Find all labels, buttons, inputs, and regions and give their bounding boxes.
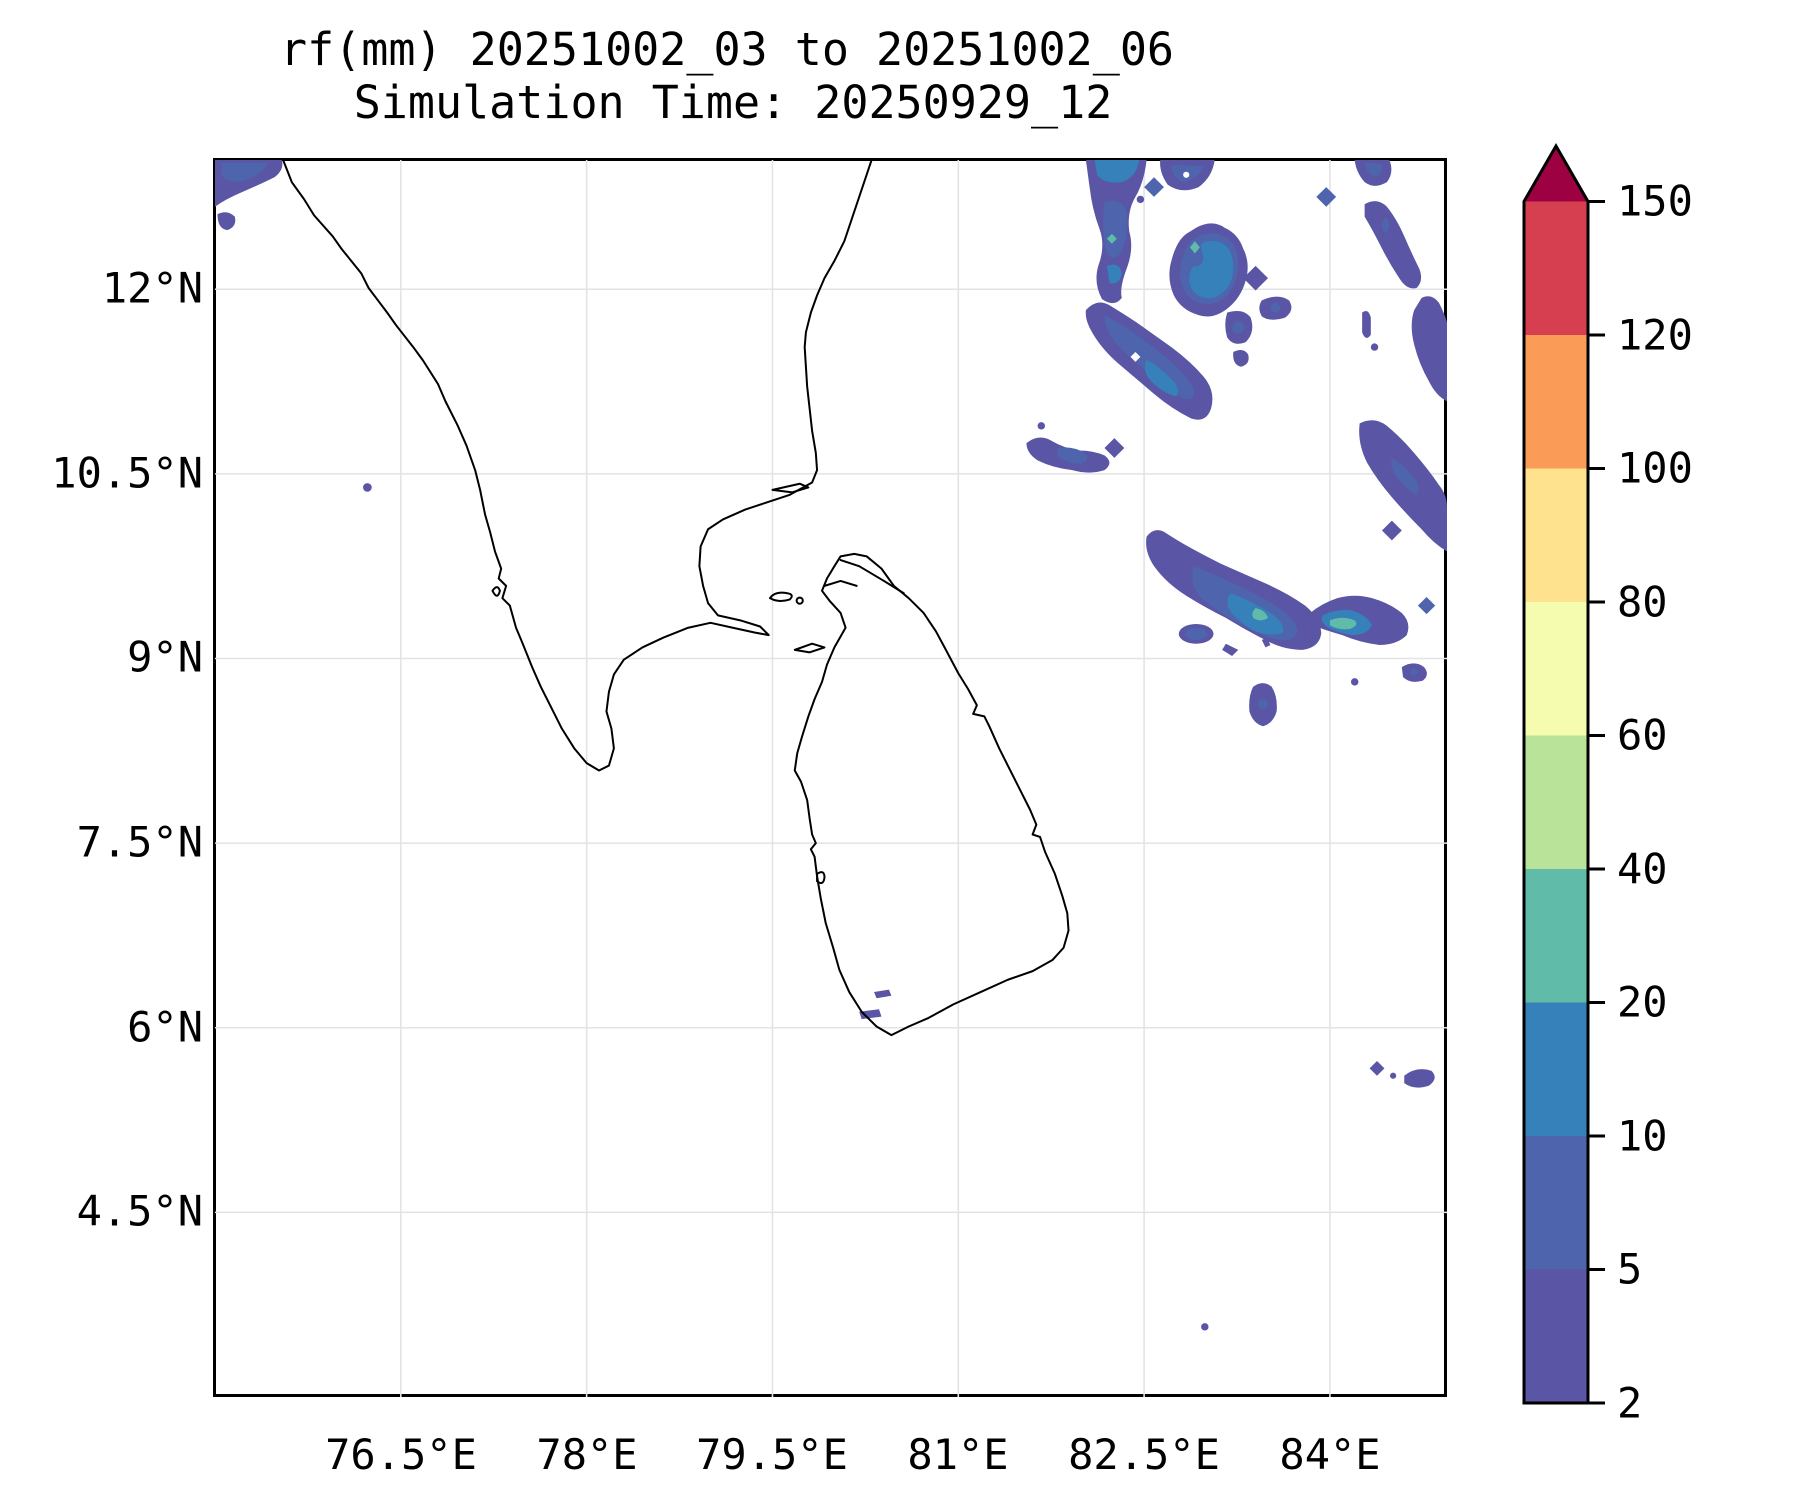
- colorbar-segment-120-150: [1524, 201, 1588, 335]
- rain-patch: [1411, 296, 1447, 402]
- rain-patch: [1362, 310, 1371, 338]
- colorbar-label-10: 10: [1617, 1111, 1668, 1161]
- coastline-delft-island: [770, 593, 792, 601]
- rain-patch: [1359, 420, 1447, 552]
- colorbar-ticks: [1588, 200, 1605, 1405]
- rain-patch: [1390, 1072, 1397, 1079]
- rain-patch: [1316, 187, 1337, 207]
- map-border: [213, 158, 1447, 1397]
- rain-contours-2-5mm: [215, 160, 1447, 1331]
- rain-patch: [1103, 200, 1128, 258]
- coastline-sri-lanka: [795, 554, 1069, 1035]
- rain-patch: [1364, 162, 1383, 178]
- coastline-jaffna-lagoon: [824, 581, 856, 586]
- x-tick-78e: 78°E: [536, 1430, 638, 1479]
- rain-patch: [1136, 195, 1145, 204]
- rain-patch: [1404, 1069, 1435, 1088]
- coastline-kerala-lagoon: [492, 587, 499, 596]
- colorbar-label-40: 40: [1617, 844, 1668, 894]
- y-tick-6n: 6°N: [127, 1002, 203, 1052]
- colorbar: [1522, 142, 1605, 1405]
- colorbar-segments: [1524, 146, 1588, 1403]
- rain-patch: [1233, 350, 1249, 367]
- rain-patch: [1106, 233, 1117, 244]
- rain-patch: [1222, 643, 1239, 657]
- rain-patch: [1037, 422, 1046, 430]
- colorbar-extend-arrow: [1524, 146, 1588, 202]
- rain-patch: [1189, 240, 1234, 299]
- rain-patch: [1243, 265, 1268, 291]
- rain-patch: [874, 989, 892, 999]
- rain-patch: [1270, 302, 1281, 313]
- rain-patch: [1104, 438, 1125, 458]
- rain-patch: [1094, 160, 1140, 183]
- colorbar-label-120: 120: [1617, 310, 1693, 360]
- colorbar-segment-20-40: [1524, 869, 1588, 1003]
- rain-patch: [1381, 216, 1390, 234]
- plot-title: rf(mm) 20251002_03 to 20251002_06: [279, 23, 1175, 76]
- rain-patch: [1369, 1060, 1385, 1076]
- y-tick-7-5n: 7.5°N: [76, 817, 203, 867]
- rain-patch: [1350, 678, 1359, 686]
- rain-patch: [1144, 177, 1164, 197]
- y-tick-12n: 12°N: [101, 263, 203, 313]
- coastline-india: [283, 160, 871, 770]
- rain-patch: [1184, 627, 1208, 641]
- contour-hole: [1183, 171, 1190, 178]
- rain-patch: [1201, 1323, 1209, 1331]
- colorbar-segment-2-5: [1524, 1269, 1588, 1403]
- colorbar-label-100: 100: [1617, 443, 1693, 493]
- colorbar-label-60: 60: [1617, 710, 1668, 760]
- x-tick-79-5e: 79.5°E: [696, 1430, 848, 1479]
- rain-patch: [1329, 617, 1357, 630]
- colorbar-label-5: 5: [1617, 1244, 1643, 1294]
- x-tick-84e: 84°E: [1279, 1430, 1381, 1479]
- coastline-jaffna-lagoon: [841, 560, 904, 593]
- rain-patch: [1381, 520, 1402, 541]
- rain-patch: [1417, 596, 1436, 615]
- colorbar-segment-40-60: [1524, 735, 1588, 869]
- colorbar-label-2: 2: [1617, 1378, 1643, 1428]
- rain-patch: [1144, 359, 1178, 397]
- y-tick-4-5n: 4.5°N: [76, 1186, 203, 1236]
- plot-subtitle: Simulation Time: 20250929_12: [353, 76, 1113, 129]
- colorbar-segment-100-120: [1524, 335, 1588, 469]
- x-tick-82-5e: 82.5°E: [1068, 1430, 1220, 1479]
- colorbar-segment-10-20: [1524, 1002, 1588, 1136]
- x-tick-76-5e: 76.5°E: [325, 1430, 477, 1479]
- rain-patch: [859, 1009, 882, 1020]
- rain-patch: [1410, 668, 1418, 676]
- rain-patch: [1232, 321, 1245, 334]
- x-tick-81e: 81°E: [907, 1430, 1009, 1479]
- y-tick-10-5n: 10.5°N: [51, 448, 203, 498]
- colorbar-segment-5-10: [1524, 1136, 1588, 1270]
- rain-patch: [1057, 447, 1088, 465]
- rain-patch: [363, 483, 372, 492]
- rain-patch: [217, 212, 236, 231]
- coastline-islet: [797, 598, 803, 604]
- colorbar-outline: [1522, 142, 1590, 1405]
- colorbar-segment-80-100: [1524, 468, 1588, 602]
- rain-patch: [1106, 264, 1122, 284]
- coastline-negombo-lagoon: [817, 872, 824, 883]
- y-tick-9n: 9°N: [127, 632, 203, 682]
- rain-patch: [1370, 343, 1379, 351]
- rain-patch: [1364, 201, 1422, 289]
- rain-patch: [1391, 457, 1419, 495]
- grid: [215, 160, 1447, 1397]
- rain-patch: [221, 162, 269, 182]
- rain-patch: [1252, 608, 1268, 621]
- coastline-calimere-islet: [772, 484, 808, 493]
- colorbar-label-20: 20: [1617, 977, 1668, 1027]
- rain-patch: [1258, 699, 1268, 709]
- rain-patch: [1261, 637, 1271, 648]
- coastline-mannar-island: [795, 644, 825, 653]
- rain-patch: [1104, 315, 1195, 400]
- coastlines: [283, 160, 1068, 1035]
- colorbar-segment-60-80: [1524, 602, 1588, 736]
- colorbar-label-80: 80: [1617, 577, 1668, 627]
- colorbar-label-150: 150: [1617, 176, 1693, 226]
- map-plot: [215, 160, 1447, 1397]
